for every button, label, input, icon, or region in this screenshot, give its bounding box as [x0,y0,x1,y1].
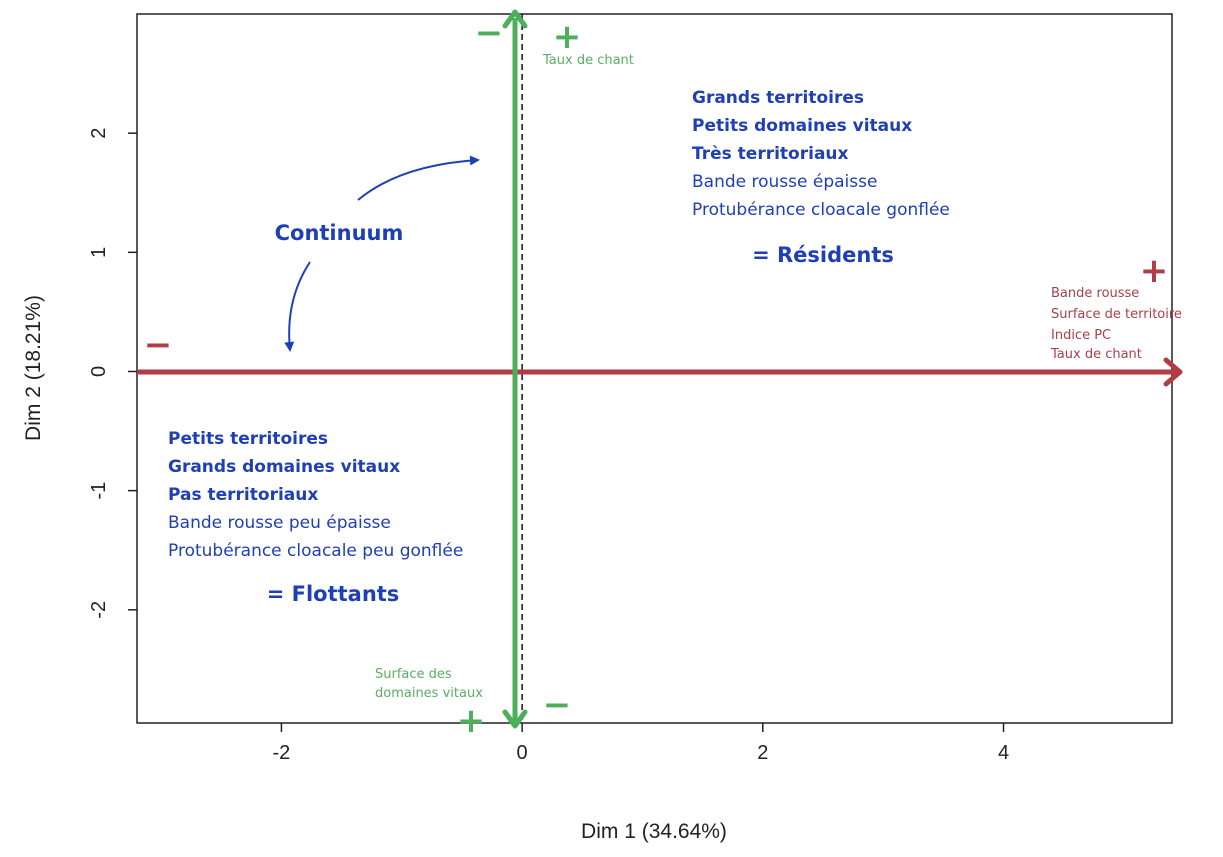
x-tick-label: 2 [757,742,768,764]
dim1-label: Indice PC [1051,328,1111,343]
dim1-label: Surface de territoire [1051,307,1182,322]
residents-bold-line: Grands territoires [692,88,864,108]
y-tick-label: -1 [88,482,110,500]
dim1-variable-labels: Bande rousse Surface de territoire Indic… [1050,286,1182,362]
dim2-top-plus-sign: + [553,17,582,57]
dim1-minus-sign: − [144,325,173,365]
y-axis-title: Dim 2 (18.21%) [22,295,45,441]
residents-line: Protubérance cloacale gonflée [692,200,950,220]
floaters-line: Protubérance cloacale peu gonflée [168,541,463,561]
dim2-bottom-label: domaines vitaux [375,686,483,701]
dim1-plus-sign: + [1140,251,1169,291]
residents-bold-line: Petits domaines vitaux [692,116,912,136]
residents-summary: = Résidents [752,243,894,267]
dim1-label: Bande rousse [1051,286,1139,301]
dim2-top-label: Taux de chant [542,53,634,68]
plot-frame [136,13,1173,724]
continuum-arrow-up [357,155,480,201]
residents-bold-line: Très territoriaux [692,144,849,164]
residents-annotation: Grands territoires Petits domaines vitau… [692,88,950,267]
continuum-label: Continuum [275,221,404,245]
y-tick-label: 0 [88,366,110,377]
floaters-summary: = Flottants [267,582,400,606]
dim2-bottom-label: Surface des [375,667,452,682]
x-tick-label: 0 [517,742,528,764]
dim1-axis-arrow [137,357,1183,387]
y-tick-label: 1 [88,247,110,258]
dim2-bottom-plus-sign: + [457,701,486,741]
dim2-bottom-minus-sign: − [543,685,572,725]
x-axis-ticks: -2 0 2 4 [273,723,1009,764]
residents-line: Bande rousse épaisse [692,172,877,192]
y-axis-ticks: -2 -1 0 1 2 [88,128,137,619]
floaters-annotation: Petits territoires Grands domaines vitau… [168,429,463,606]
dim2-axis-arrow [502,9,528,729]
floaters-bold-line: Pas territoriaux [168,485,318,505]
x-axis-title: Dim 1 (34.64%) [581,820,727,843]
y-tick-label: 2 [88,128,110,139]
x-tick-label: 4 [998,742,1009,764]
floaters-bold-line: Grands domaines vitaux [168,457,400,477]
dim1-label: Taux de chant [1050,347,1142,362]
dim2-top-minus-sign: − [475,13,504,53]
floaters-line: Bande rousse peu épaisse [168,513,391,533]
continuum-arrow-down [284,261,311,352]
y-tick-label: -2 [88,601,110,619]
x-tick-label: -2 [273,742,291,764]
floaters-bold-line: Petits territoires [168,429,328,449]
